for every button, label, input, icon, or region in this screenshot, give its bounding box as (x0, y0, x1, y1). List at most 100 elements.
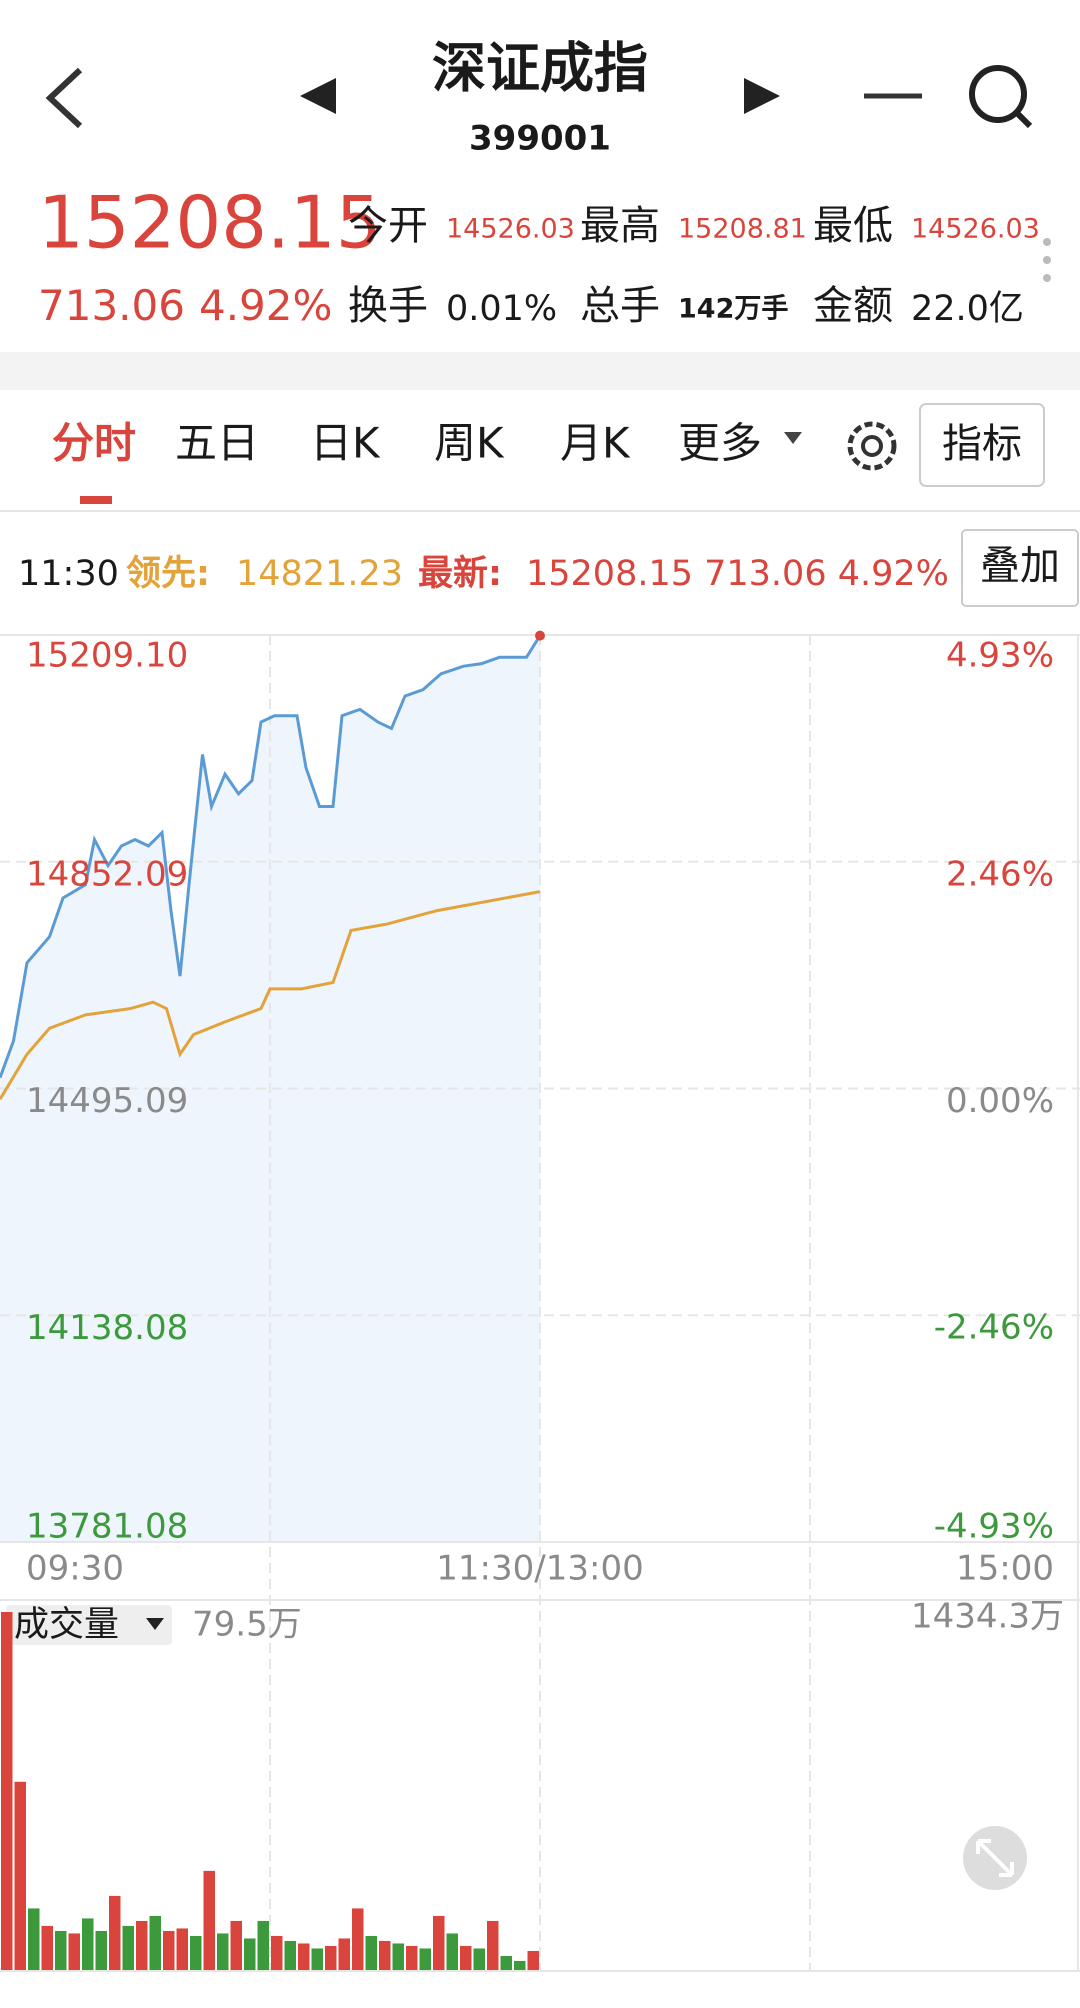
lead-value: 14821.23 (236, 554, 403, 594)
volume-bar (419, 1948, 431, 1971)
search-button[interactable] (969, 65, 1033, 129)
volume-bar (217, 1933, 229, 1971)
field-label: 总手 (580, 283, 660, 329)
prev-button[interactable] (300, 78, 336, 114)
volume-title-box[interactable] (6, 1605, 172, 1645)
tab-underline (80, 496, 112, 504)
more-arrow (784, 432, 802, 444)
gear-icon (847, 421, 897, 471)
volume-bar (41, 1925, 53, 1971)
y2-tick-label: 4.93% (946, 636, 1054, 676)
search-icon (969, 65, 1027, 123)
x-tick-label: 15:00 (956, 1549, 1054, 1589)
volume-bar (514, 1960, 526, 1971)
volume-bar (163, 1930, 175, 1971)
tab[interactable]: 周K (434, 419, 505, 468)
back-button[interactable] (45, 67, 83, 129)
price: 15208.15 (38, 181, 382, 265)
search-icon (1014, 110, 1033, 129)
volume-current: 79.5万 (192, 1605, 302, 1645)
volume-bar (284, 1940, 296, 1971)
volume-bar (446, 1933, 458, 1971)
field-value: 14526.03 (446, 214, 575, 245)
volume-chart: 成交量 79.5万 1434.3万 (0, 1597, 1080, 1972)
field-label: 今开 (348, 203, 428, 249)
volume-bar (82, 1918, 94, 1971)
tab[interactable]: 月K (560, 419, 631, 468)
y-tick-label: 14495.09 (26, 1081, 188, 1121)
volume-bar (298, 1943, 310, 1971)
volume-bar (460, 1945, 472, 1971)
volume-bar (500, 1955, 512, 1971)
volume-bar (473, 1948, 485, 1971)
volume-bar (338, 1938, 350, 1971)
volume-title: 成交量 (14, 1605, 119, 1645)
indicator-label: 指标 (942, 421, 1022, 467)
volume-bar (325, 1945, 337, 1971)
volume-bar (28, 1908, 40, 1971)
dot (1043, 256, 1051, 264)
volume-bar (109, 1895, 121, 1971)
volume-bar (190, 1935, 202, 1971)
volume-bar (14, 1781, 26, 1971)
y2-tick-label: -4.93% (934, 1507, 1054, 1547)
volume-bar (1, 1612, 13, 1971)
tab[interactable]: 日K (310, 419, 381, 468)
latest-label: 最新: (418, 554, 502, 594)
y2-tick-label: 2.46% (946, 855, 1054, 895)
y-tick-label: 14138.08 (26, 1308, 188, 1348)
volume-bar (149, 1915, 161, 1971)
gear-icon (861, 435, 883, 457)
title: 深证成指 (432, 37, 648, 100)
field-value: 15208.81 (678, 214, 807, 245)
change-value: 713.06 (38, 281, 185, 330)
volume-bar (122, 1925, 134, 1971)
x-tick-label: 11:30/13:00 (436, 1549, 643, 1589)
volume-bar (527, 1950, 539, 1971)
field-value: 14526.03 (911, 214, 1040, 245)
overlay-button[interactable] (961, 529, 1079, 607)
lead-label: 领先: (126, 554, 210, 594)
tab[interactable]: 更多 (678, 419, 762, 468)
y-tick-label: 13781.08 (26, 1507, 188, 1547)
more-dots[interactable] (1043, 238, 1051, 282)
next-button[interactable] (744, 78, 780, 114)
expand-button[interactable] (963, 1826, 1027, 1890)
field-value: 0.01% (446, 289, 557, 329)
indicator-button[interactable] (919, 403, 1045, 487)
volume-bar (95, 1930, 107, 1971)
tab[interactable]: 五日 (175, 419, 259, 468)
field-value: 142万手 (678, 294, 788, 325)
volume-bar (433, 1915, 445, 1971)
change-pct: 4.92% (199, 281, 332, 330)
volume-bar (379, 1940, 391, 1971)
field-value: 22.0亿 (911, 289, 1024, 329)
code: 399001 (469, 119, 611, 159)
price-line (0, 634, 542, 1079)
tab[interactable]: 分时 (52, 419, 136, 468)
latest-value: 15208.15 713.06 4.92% (526, 554, 949, 594)
price-chart: 15209.10 14852.09 14495.09 14138.08 13781.08… (0, 630, 1080, 1971)
change: 713.06 4.92% (38, 281, 332, 330)
field-label: 换手 (348, 283, 428, 329)
volume-bar (406, 1945, 418, 1971)
volume-bar (271, 1935, 283, 1971)
volume-bar (365, 1935, 377, 1971)
price-line (0, 890, 541, 1101)
field-label: 最低 (813, 203, 893, 249)
volume-bar (392, 1943, 404, 1971)
dot (1043, 274, 1051, 282)
volume-bar (176, 1928, 188, 1971)
y-tick-label: 15209.10 (26, 636, 188, 676)
field-label: 金额 (813, 283, 893, 329)
field-label: 最高 (580, 203, 660, 249)
tabs: 分时 五日 日K 周K 月K 更多 (52, 419, 762, 468)
settings-button[interactable] (847, 421, 897, 471)
dot (1043, 238, 1051, 246)
volume-max-label: 1434.3万 (911, 1597, 1064, 1637)
volume-bar (68, 1933, 80, 1971)
volume-bar (244, 1938, 256, 1971)
info-time: 11:30 (18, 554, 119, 594)
